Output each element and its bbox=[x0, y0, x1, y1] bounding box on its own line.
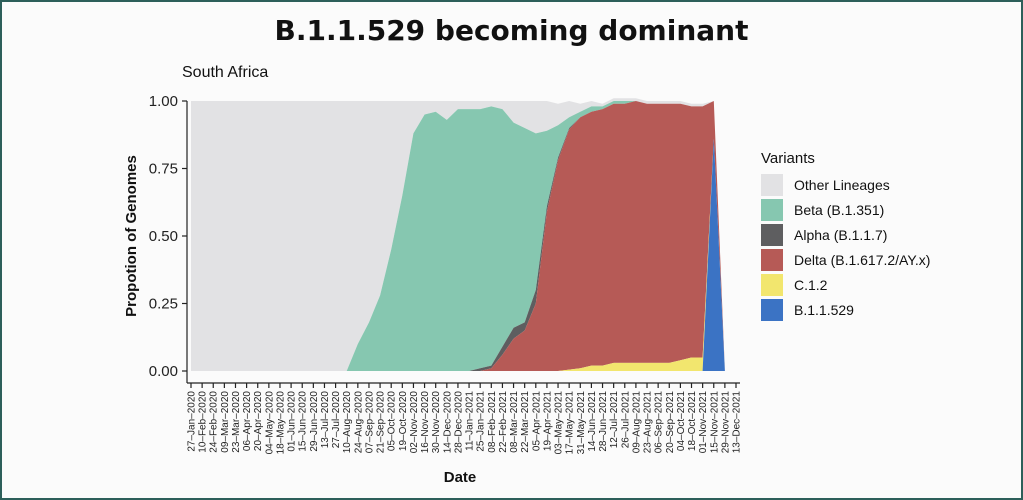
legend-swatch bbox=[761, 249, 783, 271]
legend-label: Alpha (B.1.1.7) bbox=[794, 227, 887, 243]
x-tick-label: 15–Jun–2020 bbox=[298, 391, 309, 452]
chart-subtitle: South Africa bbox=[182, 64, 268, 81]
legend-label: Delta (B.1.617.2/AY.x) bbox=[794, 252, 930, 268]
area-other-lineages bbox=[191, 98, 736, 372]
x-tick-label: 04–May–2020 bbox=[264, 391, 275, 455]
x-tick-label: 22–Mar–2021 bbox=[520, 391, 531, 453]
y-axis: 0.00 0.25 0.50 0.75 1.00 bbox=[149, 93, 188, 383]
legend-swatch bbox=[761, 299, 783, 321]
x-tick-label: 02–Nov–2020 bbox=[409, 391, 420, 454]
x-tick-label: 28–Dec–2020 bbox=[453, 391, 464, 454]
x-tick-label: 11–Jan–2021 bbox=[465, 391, 476, 451]
legend-label: C.1.2 bbox=[794, 277, 828, 293]
x-tick-label: 22–Feb–2021 bbox=[498, 391, 509, 453]
x-tick-label: 25–Jan–2021 bbox=[476, 391, 487, 452]
legend-label: B.1.1.529 bbox=[794, 302, 854, 318]
x-tick-label: 01–Jun–2020 bbox=[287, 391, 298, 452]
x-tick-label: 23–Mar–2020 bbox=[231, 391, 242, 453]
x-tick-label: 29–Nov–2021 bbox=[720, 391, 731, 454]
x-tick-label: 27–Jul–2020 bbox=[331, 391, 342, 449]
x-tick-label: 06–Sep–2021 bbox=[654, 391, 665, 454]
x-tick-label: 13–Dec–2021 bbox=[732, 391, 743, 454]
x-tick-label: 20–Apr–2020 bbox=[253, 391, 264, 451]
x-tick-label: 09–Aug–2021 bbox=[631, 391, 642, 454]
y-axis-title: Propotion of Genomes bbox=[123, 155, 140, 317]
x-tick-label: 28–Jun–2021 bbox=[598, 391, 609, 452]
x-tick-label: 30–Nov–2020 bbox=[431, 391, 442, 454]
x-tick-label: 21–Sep–2020 bbox=[376, 391, 387, 454]
x-tick-label: 24–Feb–2020 bbox=[209, 391, 220, 453]
x-axis: 27–Jan–2020 10–Feb–2020 24–Feb–2020 09–Mar–… bbox=[187, 382, 743, 455]
x-tick-label: 18–Oct–2021 bbox=[687, 391, 698, 451]
x-tick-label: 10–Aug–2020 bbox=[342, 391, 353, 454]
x-tick-label: 12–Jul–2021 bbox=[609, 391, 620, 449]
legend: Variants Other Lineages Beta (B.1.351) Alph… bbox=[761, 150, 930, 321]
x-tick-label: 15–Nov–2021 bbox=[709, 391, 720, 454]
x-tick-label: 01–Nov–2021 bbox=[698, 391, 709, 454]
x-tick-label: 26–Jul–2021 bbox=[620, 391, 631, 449]
y-tick-label: 0.50 bbox=[149, 228, 178, 245]
x-tick-label: 17–May–2021 bbox=[565, 391, 576, 455]
plot-area bbox=[191, 98, 736, 372]
x-tick-label: 05–Oct–2020 bbox=[387, 391, 398, 451]
legend-swatch bbox=[761, 274, 783, 296]
y-tick-label: 1.00 bbox=[149, 93, 178, 110]
x-tick-label: 09–Mar–2020 bbox=[220, 391, 231, 453]
x-tick-label: 05–Apr–2021 bbox=[531, 391, 542, 451]
x-tick-label: 08–Feb–2021 bbox=[487, 391, 498, 453]
x-tick-label: 14–Dec–2020 bbox=[442, 391, 453, 454]
area-delta-b-1-617-2-ay-x bbox=[191, 101, 736, 371]
x-tick-label: 06–Apr–2020 bbox=[242, 391, 253, 451]
x-tick-label: 03–May–2021 bbox=[554, 391, 565, 455]
x-tick-label: 14–Jun–2021 bbox=[587, 391, 598, 452]
x-tick-label: 31–May–2021 bbox=[576, 391, 587, 455]
x-tick-label: 29–Jun–2020 bbox=[309, 391, 320, 452]
x-axis-title: Date bbox=[444, 469, 477, 486]
x-tick-label: 04–Oct–2021 bbox=[676, 391, 687, 451]
x-tick-label: 24–Aug–2020 bbox=[353, 391, 364, 454]
y-tick-label: 0.00 bbox=[149, 363, 178, 380]
y-tick-label: 0.75 bbox=[149, 161, 178, 178]
area-beta-b-1-351 bbox=[191, 101, 736, 371]
x-tick-label: 18–May–2020 bbox=[276, 391, 287, 455]
legend-swatch bbox=[761, 174, 783, 196]
x-tick-label: 27–Jan–2020 bbox=[187, 391, 198, 452]
legend-title: Variants bbox=[761, 150, 815, 167]
legend-swatch bbox=[761, 224, 783, 246]
legend-label: Other Lineages bbox=[794, 177, 890, 193]
x-tick-label: 23–Aug–2021 bbox=[643, 391, 654, 454]
legend-label: Beta (B.1.351) bbox=[794, 202, 884, 218]
x-tick-label: 08–Mar–2021 bbox=[509, 391, 520, 453]
x-tick-label: 07–Sep–2020 bbox=[365, 391, 376, 454]
x-tick-label: 13–Jul–2020 bbox=[320, 391, 331, 449]
x-tick-label: 16–Nov–2020 bbox=[420, 391, 431, 454]
x-tick-label: 19–Apr–2021 bbox=[542, 391, 553, 451]
x-tick-label: 10–Feb–2020 bbox=[198, 391, 209, 453]
legend-swatch bbox=[761, 199, 783, 221]
slide-title: B.1.1.529 becoming dominant bbox=[274, 14, 749, 47]
x-tick-label: 19–Oct–2020 bbox=[398, 391, 409, 451]
x-tick-label: 20–Sep–2021 bbox=[665, 391, 676, 454]
y-tick-label: 0.25 bbox=[149, 296, 178, 313]
